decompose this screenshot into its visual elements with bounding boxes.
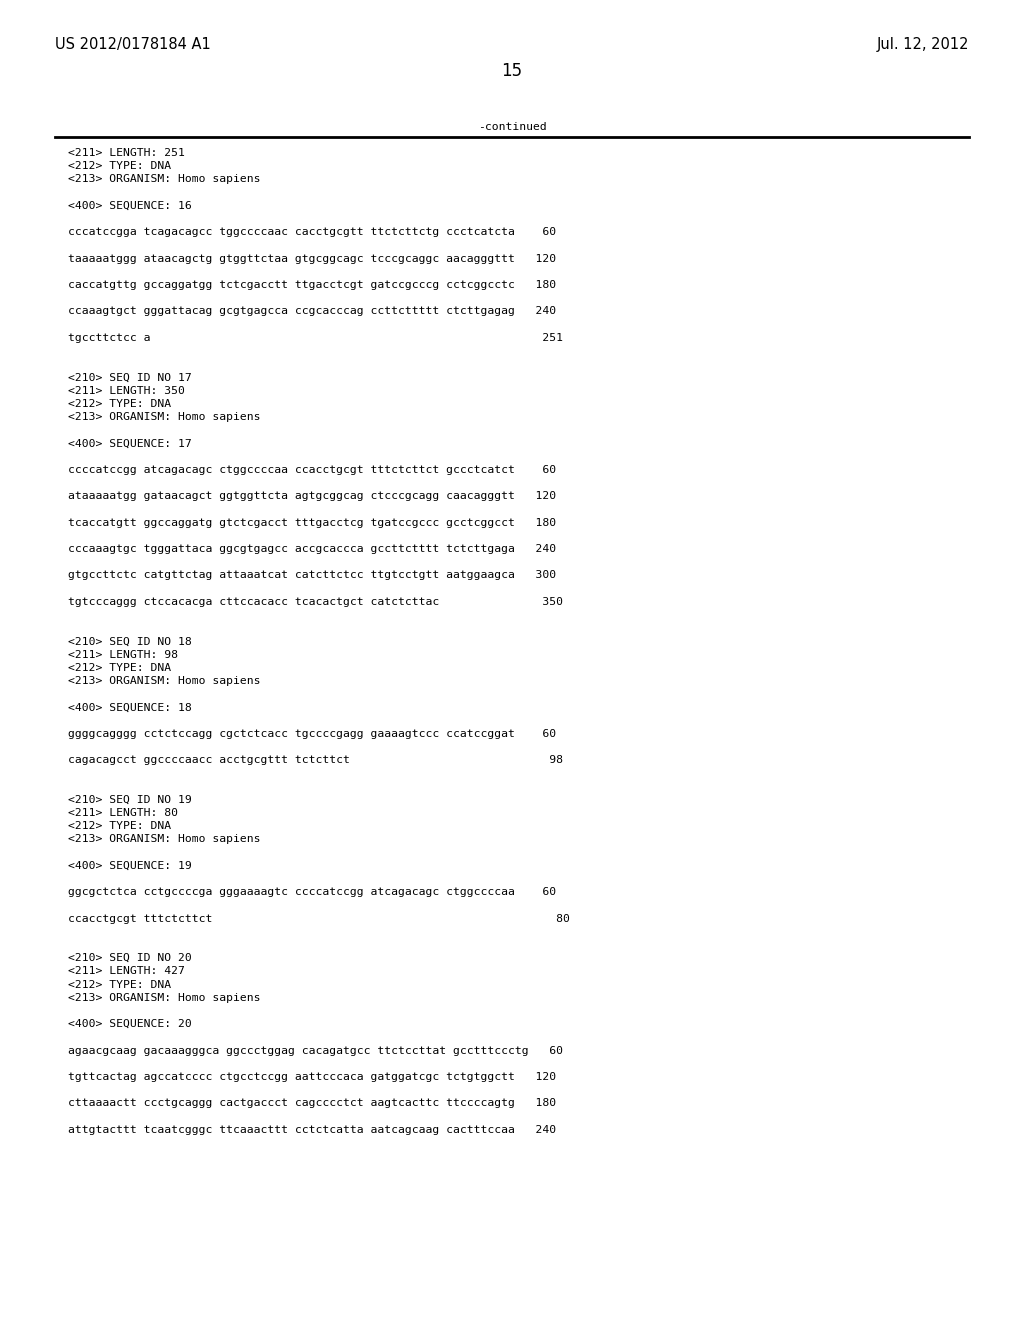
Text: <210> SEQ ID NO 20: <210> SEQ ID NO 20 — [68, 953, 191, 964]
Text: <211> LENGTH: 350: <211> LENGTH: 350 — [68, 385, 185, 396]
Text: <400> SEQUENCE: 16: <400> SEQUENCE: 16 — [68, 201, 191, 211]
Text: <210> SEQ ID NO 17: <210> SEQ ID NO 17 — [68, 372, 191, 383]
Text: <211> LENGTH: 98: <211> LENGTH: 98 — [68, 649, 178, 660]
Text: <213> ORGANISM: Homo sapiens: <213> ORGANISM: Homo sapiens — [68, 174, 260, 185]
Text: attgtacttt tcaatcgggc ttcaaacttt cctctcatta aatcagcaag cactttccaa   240: attgtacttt tcaatcgggc ttcaaacttt cctctca… — [68, 1125, 556, 1135]
Text: <213> ORGANISM: Homo sapiens: <213> ORGANISM: Homo sapiens — [68, 993, 260, 1003]
Text: <212> TYPE: DNA: <212> TYPE: DNA — [68, 979, 171, 990]
Text: ccaaagtgct gggattacag gcgtgagcca ccgcacccag ccttcttttt ctcttgagag   240: ccaaagtgct gggattacag gcgtgagcca ccgcacc… — [68, 306, 556, 317]
Text: <211> LENGTH: 80: <211> LENGTH: 80 — [68, 808, 178, 818]
Text: <400> SEQUENCE: 18: <400> SEQUENCE: 18 — [68, 702, 191, 713]
Text: taaaaatggg ataacagctg gtggttctaa gtgcggcagc tcccgcaggc aacagggttt   120: taaaaatggg ataacagctg gtggttctaa gtgcggc… — [68, 253, 556, 264]
Text: tgccttctcc a                                                         251: tgccttctcc a 251 — [68, 333, 563, 343]
Text: 15: 15 — [502, 62, 522, 81]
Text: Jul. 12, 2012: Jul. 12, 2012 — [877, 37, 969, 51]
Text: -continued: -continued — [477, 121, 547, 132]
Text: <400> SEQUENCE: 20: <400> SEQUENCE: 20 — [68, 1019, 191, 1030]
Text: cccatccgga tcagacagcc tggccccaac cacctgcgtt ttctcttctg ccctcatcta    60: cccatccgga tcagacagcc tggccccaac cacctgc… — [68, 227, 556, 238]
Text: cagacagcct ggccccaacc acctgcgttt tctcttct                             98: cagacagcct ggccccaacc acctgcgttt tctcttc… — [68, 755, 563, 766]
Text: tgtcccaggg ctccacacga cttccacacc tcacactgct catctcttac               350: tgtcccaggg ctccacacga cttccacacc tcacact… — [68, 597, 563, 607]
Text: US 2012/0178184 A1: US 2012/0178184 A1 — [55, 37, 211, 51]
Text: tgttcactag agccatcccc ctgcctccgg aattcccaca gatggatcgc tctgtggctt   120: tgttcactag agccatcccc ctgcctccgg aattccc… — [68, 1072, 556, 1082]
Text: gtgccttctc catgttctag attaaatcat catcttctcc ttgtcctgtt aatggaagca   300: gtgccttctc catgttctag attaaatcat catcttc… — [68, 570, 556, 581]
Text: cttaaaactt ccctgcaggg cactgaccct cagcccctct aagtcacttc ttccccagtg   180: cttaaaactt ccctgcaggg cactgaccct cagcccc… — [68, 1098, 556, 1109]
Text: <400> SEQUENCE: 17: <400> SEQUENCE: 17 — [68, 438, 191, 449]
Text: <211> LENGTH: 427: <211> LENGTH: 427 — [68, 966, 185, 977]
Text: ggggcagggg cctctccagg cgctctcacc tgccccgagg gaaaagtccc ccatccggat    60: ggggcagggg cctctccagg cgctctcacc tgccccg… — [68, 729, 556, 739]
Text: <212> TYPE: DNA: <212> TYPE: DNA — [68, 161, 171, 172]
Text: <212> TYPE: DNA: <212> TYPE: DNA — [68, 663, 171, 673]
Text: agaacgcaag gacaaagggca ggccctggag cacagatgcc ttctccttat gcctttccctg   60: agaacgcaag gacaaagggca ggccctggag cacaga… — [68, 1045, 563, 1056]
Text: <213> ORGANISM: Homo sapiens: <213> ORGANISM: Homo sapiens — [68, 834, 260, 845]
Text: <211> LENGTH: 251: <211> LENGTH: 251 — [68, 148, 185, 158]
Text: ataaaaatgg gataacagct ggtggttcta agtgcggcag ctcccgcagg caacagggtt   120: ataaaaatgg gataacagct ggtggttcta agtgcgg… — [68, 491, 556, 502]
Text: caccatgttg gccaggatgg tctcgacctt ttgacctcgt gatccgcccg cctcggcctc   180: caccatgttg gccaggatgg tctcgacctt ttgacct… — [68, 280, 556, 290]
Text: <400> SEQUENCE: 19: <400> SEQUENCE: 19 — [68, 861, 191, 871]
Text: <210> SEQ ID NO 19: <210> SEQ ID NO 19 — [68, 795, 191, 805]
Text: ggcgctctca cctgccccga gggaaaagtc ccccatccgg atcagacagc ctggccccaa    60: ggcgctctca cctgccccga gggaaaagtc ccccatc… — [68, 887, 556, 898]
Text: <212> TYPE: DNA: <212> TYPE: DNA — [68, 821, 171, 832]
Text: <212> TYPE: DNA: <212> TYPE: DNA — [68, 399, 171, 409]
Text: <213> ORGANISM: Homo sapiens: <213> ORGANISM: Homo sapiens — [68, 676, 260, 686]
Text: ccccatccgg atcagacagc ctggccccaa ccacctgcgt tttctcttct gccctcatct    60: ccccatccgg atcagacagc ctggccccaa ccacctg… — [68, 465, 556, 475]
Text: cccaaagtgc tgggattaca ggcgtgagcc accgcaccca gccttctttt tctcttgaga   240: cccaaagtgc tgggattaca ggcgtgagcc accgcac… — [68, 544, 556, 554]
Text: tcaccatgtt ggccaggatg gtctcgacct tttgacctcg tgatccgccc gcctcggcct   180: tcaccatgtt ggccaggatg gtctcgacct tttgacc… — [68, 517, 556, 528]
Text: <210> SEQ ID NO 18: <210> SEQ ID NO 18 — [68, 636, 191, 647]
Text: <213> ORGANISM: Homo sapiens: <213> ORGANISM: Homo sapiens — [68, 412, 260, 422]
Text: ccacctgcgt tttctcttct                                                  80: ccacctgcgt tttctcttct 80 — [68, 913, 570, 924]
